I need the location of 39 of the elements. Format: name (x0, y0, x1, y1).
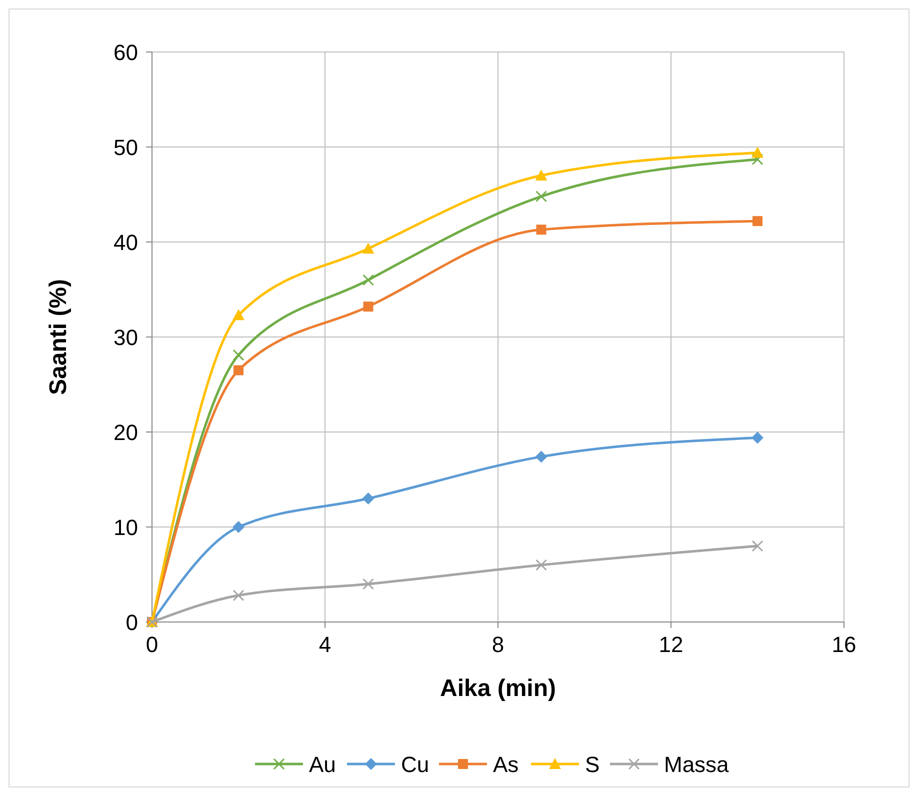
point (536, 559, 547, 571)
point (362, 242, 374, 254)
x-tick-label: 0 (146, 632, 158, 657)
point (752, 432, 764, 444)
point (535, 450, 548, 463)
y-axis-title: Saanti (%) (45, 278, 72, 396)
y-tick-label: 30 (114, 325, 138, 350)
point (536, 224, 546, 235)
point (752, 146, 764, 158)
legend-label: Massa (664, 752, 730, 777)
y-tick-label: 50 (114, 135, 138, 160)
x-tick-label: 4 (318, 632, 332, 657)
point (536, 190, 547, 202)
point (363, 302, 374, 312)
point (232, 521, 244, 533)
point (535, 170, 548, 180)
legend-label: Au (309, 752, 336, 777)
point (362, 492, 374, 504)
point (752, 216, 762, 226)
legend-label: As (493, 752, 519, 777)
x-tick-label: 16 (832, 632, 856, 657)
y-tick-label: 60 (114, 40, 138, 65)
y-tick-label: 40 (114, 230, 138, 255)
x-axis-title: Aika (min) (440, 675, 556, 702)
point (232, 349, 244, 361)
x-tick-label: 8 (492, 632, 504, 657)
x-tick-label: 12 (658, 632, 684, 657)
point (362, 578, 374, 590)
point (234, 365, 244, 376)
point (232, 309, 244, 320)
legend-label: Cu (401, 752, 430, 777)
y-tick-label: 20 (114, 420, 138, 445)
y-tick-label: 10 (114, 515, 138, 540)
legend-label: S (585, 752, 600, 777)
point (752, 540, 764, 552)
point (752, 154, 764, 166)
y-tick-label: 0 (126, 610, 138, 635)
point (362, 274, 374, 286)
point (232, 590, 244, 602)
